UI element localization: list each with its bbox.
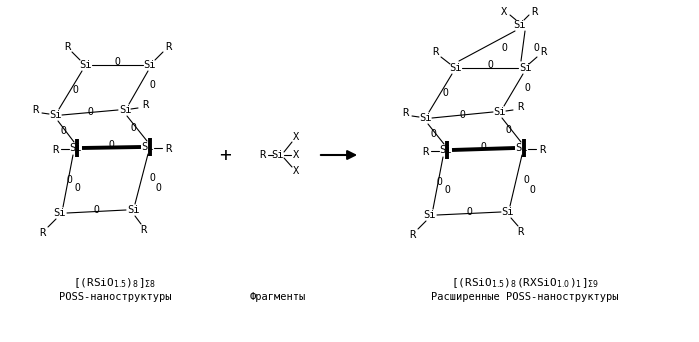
Text: R: R [540, 47, 546, 57]
Text: +: + [219, 145, 231, 165]
Text: X: X [293, 132, 299, 142]
Text: Фрагменты: Фрагменты [250, 292, 306, 302]
Text: O: O [444, 185, 450, 195]
Text: O: O [466, 207, 472, 217]
Text: O: O [149, 80, 155, 90]
Text: R: R [32, 105, 38, 115]
Text: X: X [501, 7, 507, 17]
Text: R: R [517, 102, 523, 112]
Text: Si: Si [49, 110, 62, 120]
Text: O: O [87, 107, 93, 117]
Text: Si: Si [514, 20, 526, 30]
Text: O: O [66, 175, 72, 185]
Text: O: O [60, 126, 66, 136]
Text: R: R [165, 144, 171, 154]
Text: [(RSiO$_{1.5}$)$_8$(RXSiO$_{1.0}$)$_1$]$_{\Sigma9}$: [(RSiO$_{1.5}$)$_8$(RXSiO$_{1.0}$)$_1$]$… [451, 276, 599, 290]
Text: Si: Si [502, 207, 514, 217]
Text: O: O [430, 129, 436, 139]
Text: O: O [487, 60, 493, 70]
Text: O: O [480, 142, 486, 152]
Text: O: O [524, 83, 530, 93]
Text: O: O [529, 185, 535, 195]
Text: Si: Si [79, 60, 92, 70]
Text: X: X [293, 166, 299, 176]
Text: Si: Si [516, 143, 528, 153]
Text: O: O [459, 110, 465, 120]
Text: R: R [64, 42, 70, 52]
Text: Si: Si [142, 142, 154, 152]
Text: Si: Si [439, 145, 452, 155]
Text: R: R [259, 150, 265, 160]
Text: Si: Si [424, 210, 436, 220]
Text: R: R [531, 7, 537, 17]
Text: O: O [501, 43, 507, 53]
Text: O: O [442, 88, 448, 98]
Text: R: R [140, 225, 146, 235]
Text: R: R [165, 42, 171, 52]
Text: R: R [539, 145, 545, 155]
Text: Si: Si [69, 143, 81, 153]
Text: O: O [114, 57, 120, 67]
Text: O: O [436, 177, 442, 187]
Text: O: O [74, 183, 80, 193]
Text: R: R [432, 47, 438, 57]
Text: X: X [293, 150, 299, 160]
Text: O: O [149, 173, 155, 183]
Text: O: O [505, 125, 511, 135]
Text: R: R [422, 147, 428, 157]
Text: R: R [39, 228, 45, 238]
Text: O: O [72, 85, 78, 95]
Text: Si: Si [127, 205, 139, 215]
Text: R: R [142, 100, 148, 110]
Text: Si: Si [119, 105, 131, 115]
Text: Si: Si [54, 208, 66, 218]
Text: Расширенные POSS-наноструктуры: Расширенные POSS-наноструктуры [431, 292, 619, 302]
Text: POSS-наноструктуры: POSS-наноструктуры [59, 292, 171, 302]
Text: R: R [52, 145, 58, 155]
Text: O: O [523, 175, 529, 185]
Text: O: O [108, 140, 114, 150]
Text: R: R [402, 108, 408, 118]
Text: [(RSiO$_{1.5}$)$_8$]$_{\Sigma8}$: [(RSiO$_{1.5}$)$_8$]$_{\Sigma8}$ [73, 276, 157, 290]
Text: O: O [130, 123, 136, 133]
Text: R: R [409, 230, 415, 240]
Text: Si: Si [493, 107, 506, 117]
Text: O: O [155, 183, 161, 193]
Text: O: O [533, 43, 539, 53]
Text: O: O [93, 205, 99, 215]
Text: Si: Si [144, 60, 157, 70]
Text: Si: Si [519, 63, 531, 73]
Text: Si: Si [419, 113, 431, 123]
Text: Si: Si [449, 63, 461, 73]
Text: Si: Si [272, 150, 284, 160]
Text: R: R [517, 227, 523, 237]
